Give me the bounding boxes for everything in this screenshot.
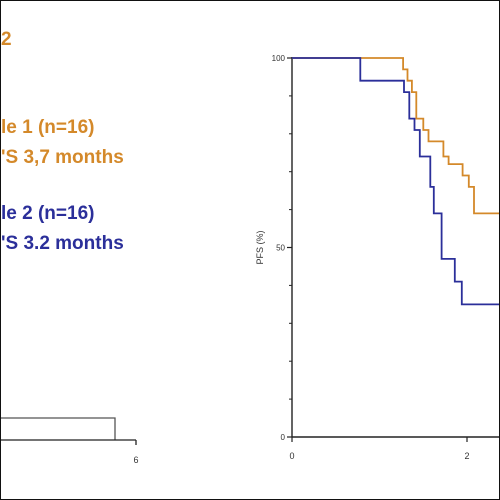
x-tick-label: 2 <box>464 451 469 461</box>
km-curve-cohort-2 <box>292 57 499 306</box>
y-tick-label: 50 <box>276 244 285 253</box>
cohort2-label: le 2 (n=16) <box>1 203 95 224</box>
left-fragment-tick-label: 6 <box>133 455 138 465</box>
panel-letter-fragment: 2 <box>1 29 12 50</box>
cohort1-median-pfs: 'S 3,7 months <box>1 147 124 168</box>
y-tick-label: 0 <box>281 433 286 442</box>
cohort1-label: le 1 (n=16) <box>1 117 95 138</box>
km-curve-cohort-1 <box>292 57 499 215</box>
y-axis-label: PFS (%) <box>255 230 265 264</box>
y-tick-label: 100 <box>272 54 286 63</box>
left-fragment-curve <box>1 417 116 440</box>
cohort2-median-pfs: 'S 3.2 months <box>1 233 124 254</box>
x-tick-label: 0 <box>289 451 294 461</box>
